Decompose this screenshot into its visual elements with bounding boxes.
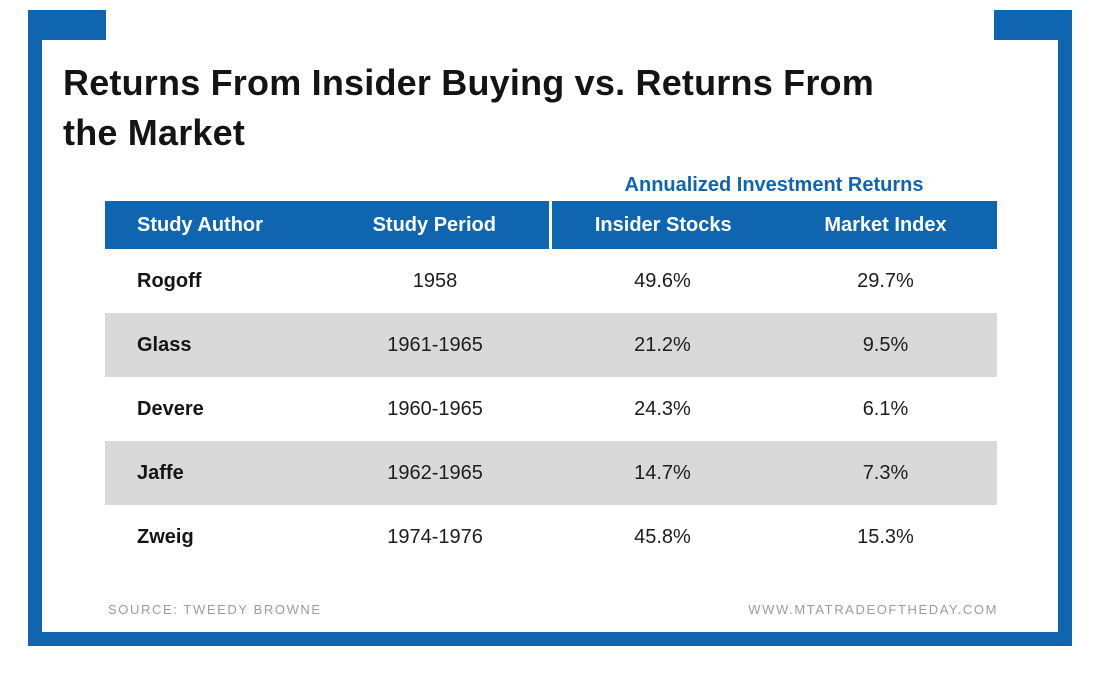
column-header-study-period: Study Period (319, 201, 551, 249)
cell-author: Rogoff (137, 269, 202, 292)
cell-period: 1958 (412, 269, 458, 292)
cell-market: 6.1% (862, 397, 909, 420)
cell-author: Devere (137, 397, 204, 420)
cell-period: 1961-1965 (387, 333, 483, 356)
group-header-annualized-returns: Annualized Investment Returns (624, 174, 924, 196)
table-row: Zweig 1974-1976 45.8% 15.3% (105, 505, 997, 569)
table-row: Devere 1960-1965 24.3% 6.1% (105, 377, 997, 441)
cell-market: 9.5% (862, 333, 909, 356)
cell-insider: 24.3% (634, 397, 691, 420)
cell-author: Glass (137, 333, 192, 356)
frame-bottom-bar (28, 632, 1072, 646)
table-row: Glass 1961-1965 21.2% 9.5% (105, 313, 997, 377)
column-header-market-index: Market Index (773, 201, 997, 249)
cell-author: Jaffe (137, 461, 184, 484)
cell-market: 15.3% (857, 525, 914, 548)
header-row: Study Author Study Period Insider Stocks… (105, 201, 997, 249)
column-header-study-author: Study Author (105, 201, 320, 249)
column-header-insider-stocks: Insider Stocks (549, 201, 774, 249)
cell-market: 29.7% (857, 269, 914, 292)
page-title: Returns From Insider Buying vs. Returns … (63, 62, 874, 153)
cell-insider: 21.2% (634, 333, 691, 356)
table-header: Study Author Study Period Insider Stocks… (105, 201, 997, 249)
frame-right-bar (1058, 28, 1072, 646)
cell-author: Zweig (137, 525, 194, 548)
cell-insider: 45.8% (634, 525, 691, 548)
cell-period: 1962-1965 (387, 461, 483, 484)
cell-insider: 49.6% (634, 269, 691, 292)
footer: SOURCE: TWEEDY BROWNE WWW.MTATRADEOFTHED… (108, 602, 998, 617)
frame-left-bar (28, 28, 42, 646)
table-body: Rogoff 1958 49.6% 29.7% Glass 1961-1965 … (105, 249, 997, 569)
cell-market: 7.3% (862, 461, 909, 484)
returns-table-container: Study Author Study Period Insider Stocks… (105, 201, 997, 569)
returns-table: Study Author Study Period Insider Stocks… (105, 201, 997, 569)
cell-insider: 14.7% (634, 461, 691, 484)
website-text: WWW.MTATRADEOFTHEDAY.COM (748, 602, 998, 617)
cell-period: 1974-1976 (387, 525, 483, 548)
table-row: Rogoff 1958 49.6% 29.7% (105, 249, 997, 313)
source-text: SOURCE: TWEEDY BROWNE (108, 602, 322, 617)
table-row: Jaffe 1962-1965 14.7% 7.3% (105, 441, 997, 505)
cell-period: 1960-1965 (387, 397, 483, 420)
